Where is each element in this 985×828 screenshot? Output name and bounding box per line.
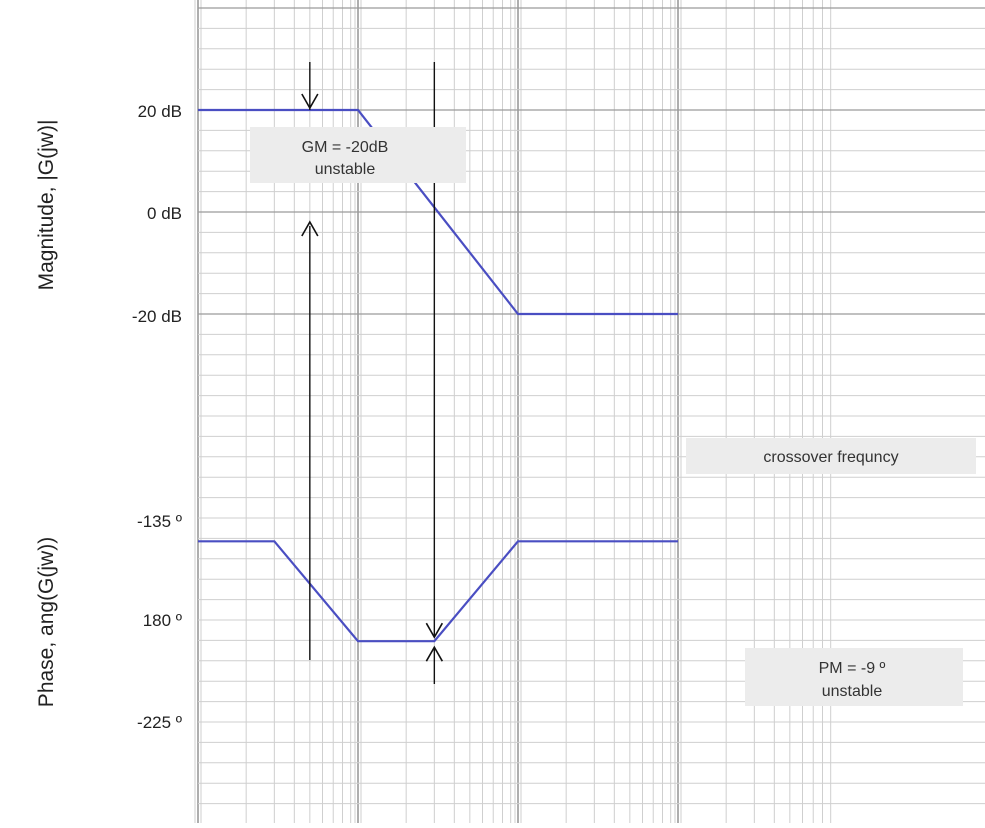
magnitude-tick-label: 0 dB (147, 204, 182, 223)
phase-trace (198, 540, 678, 643)
gm-annotation-box (250, 127, 466, 183)
pm-annotation-sublabel: unstable (822, 683, 883, 700)
phase-tick-label: 180 º (143, 611, 182, 630)
phase-axis-title: Phase, ang(G(jw)) (35, 537, 58, 707)
gm-annotation-label: GM = -20dB (302, 139, 389, 156)
crossover-annotation-label: crossover frequncy (763, 449, 898, 466)
phase-tick-label: -225 º (137, 713, 182, 732)
gm-arrow-head-down (301, 93, 319, 110)
magnitude-axis-title: Magnitude, |G(jw)| (35, 120, 58, 291)
pm-annotation-box (745, 648, 963, 706)
pm-arrow-head-down (425, 622, 444, 639)
magnitude-tick-label: 20 dB (138, 102, 182, 121)
pm-arrow-head-up (425, 645, 444, 662)
pm-annotation-label: PM = -9 º (819, 660, 886, 677)
gm-arrow-head-up (301, 220, 319, 237)
magnitude-trace (198, 108, 678, 316)
gm-annotation-sublabel: unstable (315, 161, 376, 178)
magnitude-tick-label: -20 dB (132, 307, 182, 326)
traces (198, 108, 678, 643)
crossover-annotation-box (686, 438, 976, 474)
phase-tick-label: -135 º (137, 512, 182, 531)
